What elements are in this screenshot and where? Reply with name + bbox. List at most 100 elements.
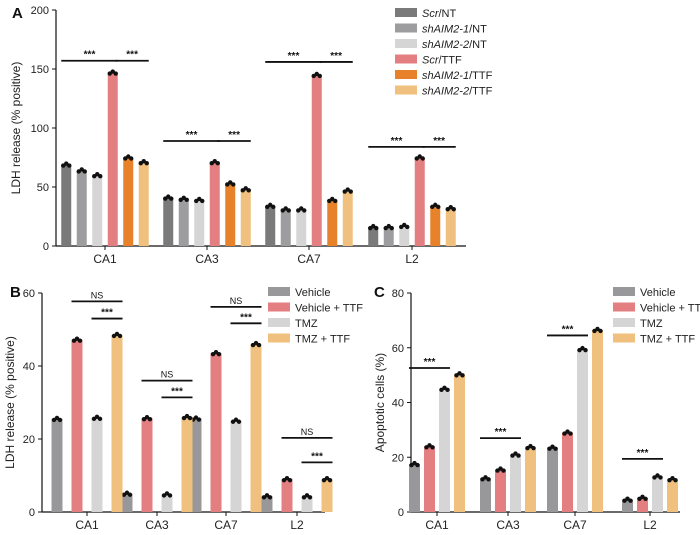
data-point [256, 342, 262, 348]
data-point [98, 174, 103, 179]
significance-label: *** [171, 386, 183, 397]
significance-label: *** [101, 308, 113, 319]
x-tick-label: CA3 [195, 252, 219, 266]
legend-swatch [395, 85, 417, 95]
significance-label: *** [311, 451, 323, 462]
x-tick-label: L2 [290, 518, 304, 532]
bar [261, 496, 273, 512]
x-tick-label: CA3 [145, 518, 169, 532]
bar [577, 349, 588, 512]
data-point [77, 338, 83, 343]
bar [311, 74, 322, 247]
data-point [187, 415, 193, 421]
legend-label: shAIM2-2/NT [422, 39, 487, 51]
panel-label: B [10, 284, 21, 301]
bar [439, 388, 450, 512]
legend-label: TMZ [295, 318, 318, 330]
bar [230, 420, 242, 512]
data-point [415, 462, 420, 468]
bar [592, 329, 603, 512]
x-tick-label: L2 [643, 518, 657, 532]
bar [301, 496, 313, 512]
legend-label: TMZ + TTF [295, 334, 350, 346]
legend-swatch [395, 70, 417, 79]
bar [61, 164, 72, 246]
data-point [287, 477, 293, 483]
data-point [501, 468, 506, 473]
bar [321, 479, 333, 512]
legend-label: Vehicle + TTF [640, 303, 700, 315]
legend-label-italic: Scr [422, 8, 440, 20]
legend-label: Vehicle + TTF [295, 303, 363, 315]
bar [368, 227, 379, 246]
bar [138, 162, 149, 246]
bar [123, 157, 134, 246]
y-tick-label: 40 [392, 398, 404, 410]
bar [547, 447, 558, 512]
y-tick-label: 80 [392, 288, 404, 300]
significance-label: NS [91, 290, 104, 300]
bar [194, 199, 205, 246]
legend-swatch [268, 287, 290, 296]
data-point [271, 204, 276, 210]
data-point [405, 224, 410, 230]
bar [430, 205, 441, 246]
data-point [231, 182, 236, 187]
y-tick-label: 100 [31, 123, 49, 135]
data-point [460, 373, 465, 378]
data-point [286, 208, 291, 213]
data-point [147, 416, 153, 422]
x-tick-label: CA1 [75, 518, 99, 532]
legend-label-italic: shAIM2-2 [422, 39, 469, 51]
data-point [113, 71, 118, 76]
data-point [516, 453, 521, 458]
data-point [486, 477, 491, 482]
data-point [144, 161, 149, 166]
legend-swatch [613, 302, 635, 312]
significance-label: *** [637, 448, 649, 459]
bar [445, 208, 456, 246]
legend-swatch [395, 23, 417, 33]
data-point [67, 163, 72, 168]
legend-label: Vehicle [295, 287, 330, 299]
panel-a: A 0 50 100 150 200 LDH release (% positive) CA1… [9, 5, 493, 266]
data-point [673, 477, 678, 483]
legend-label-plain: /NT [469, 24, 487, 36]
legend-label-italic: shAIM2-1 [422, 24, 469, 36]
legend-label-plain: /NT [469, 39, 487, 51]
legend-label: TMZ + TTF [640, 334, 695, 346]
legend-label-plain: /TTF [439, 55, 462, 67]
bar [667, 479, 678, 512]
data-point [97, 416, 103, 422]
significance-label: *** [391, 136, 403, 147]
x-tick-label: L2 [405, 252, 419, 266]
bar [209, 162, 220, 246]
bar [141, 418, 153, 512]
legend-swatch [613, 287, 635, 296]
significance-label: *** [126, 50, 138, 61]
data-point [553, 446, 558, 451]
significance-label: *** [433, 136, 445, 147]
significance-label: *** [562, 324, 574, 335]
data-point [333, 198, 338, 204]
bar [280, 209, 291, 246]
significance-label: *** [186, 130, 198, 141]
bar [495, 469, 506, 512]
y-tick-label: 0 [43, 241, 49, 253]
bar [121, 493, 133, 512]
bar [240, 189, 251, 246]
bar [250, 344, 262, 512]
legend-label: Scr/NT [422, 8, 457, 20]
legend-swatch [395, 54, 417, 64]
y-tick-label: 60 [392, 343, 404, 355]
significance-label: *** [330, 51, 342, 62]
bar [161, 494, 173, 512]
bar [190, 418, 202, 512]
significance-label: *** [228, 130, 240, 141]
legend-label: shAIM2-1/NT [422, 24, 487, 36]
legend-swatch [268, 333, 290, 343]
y-axis-label: LDH release (% positive) [9, 62, 23, 195]
bar [652, 476, 663, 512]
x-tick-label: CA7 [214, 518, 238, 532]
